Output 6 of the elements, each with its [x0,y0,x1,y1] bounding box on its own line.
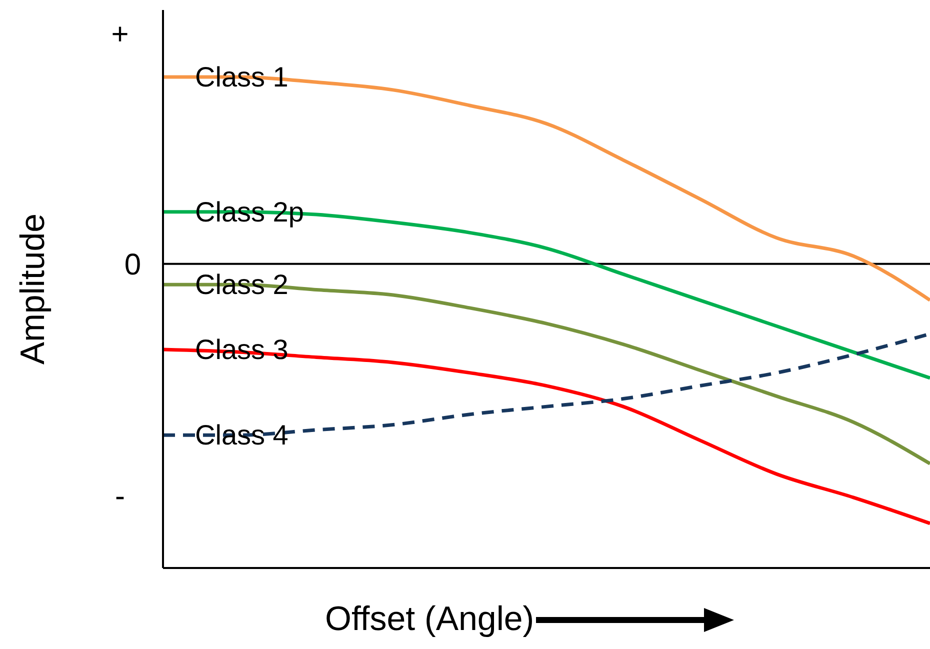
text: + [110,18,130,52]
ref-line-label: 0 [124,248,141,282]
series-label: Class 4 [195,420,288,451]
x-axis-title: Offset (Angle) [325,600,534,639]
y-axis-title: Amplitude [14,213,52,365]
text: - [114,480,126,514]
